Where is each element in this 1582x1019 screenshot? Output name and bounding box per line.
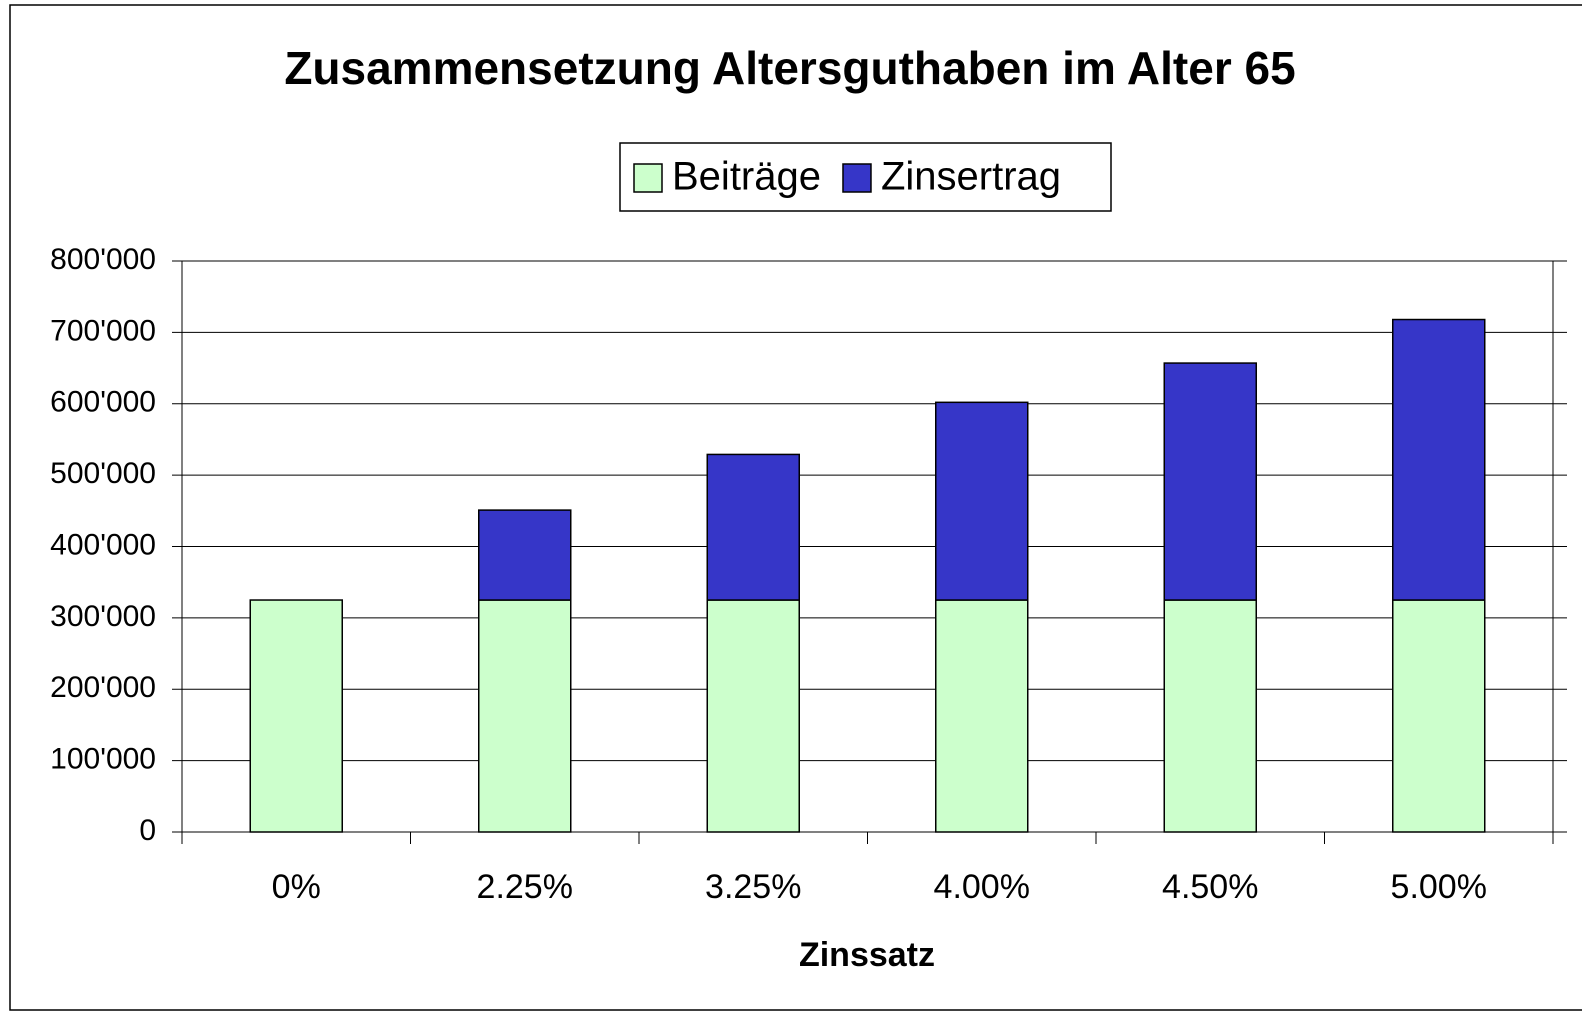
x-tick-label: 2.25%	[477, 868, 573, 906]
y-tick-label: 600'000	[50, 386, 156, 419]
y-tick-label: 500'000	[50, 457, 156, 490]
x-tick-label: 4.50%	[1162, 868, 1258, 906]
x-tick-label: 4.00%	[934, 868, 1030, 906]
bar-segment	[1163, 362, 1257, 601]
chart-title: Zusammensetzung Altersguthaben im Alter …	[284, 42, 1295, 94]
bar-segment	[478, 509, 572, 601]
y-tick-label: 400'000	[50, 528, 156, 561]
y-tick-label: 0	[139, 814, 156, 847]
legend-swatch	[842, 163, 872, 193]
y-tick-label: 200'000	[50, 671, 156, 704]
x-tick-label: 0%	[272, 868, 321, 906]
bar-segment	[706, 599, 800, 833]
bar-segment	[478, 599, 572, 833]
x-axis-label: Zinssatz	[799, 936, 935, 974]
y-tick-label: 300'000	[50, 600, 156, 633]
bar-segment	[935, 599, 1029, 833]
bar-segment	[249, 599, 343, 833]
legend-swatch	[633, 163, 663, 193]
legend-label: Beiträge	[672, 155, 821, 199]
bar-segment	[1392, 318, 1486, 601]
x-tick-label: 5.00%	[1391, 868, 1487, 906]
x-tick-label: 3.25%	[705, 868, 801, 906]
y-tick-label: 100'000	[50, 743, 156, 776]
y-tick-label: 700'000	[50, 314, 156, 347]
legend-label: Zinsertrag	[881, 155, 1061, 199]
bar-segment	[1163, 599, 1257, 833]
y-tick-label: 800'000	[50, 243, 156, 276]
bar-segment	[1392, 599, 1486, 833]
bar-segment	[706, 453, 800, 601]
bar-segment	[935, 401, 1029, 601]
